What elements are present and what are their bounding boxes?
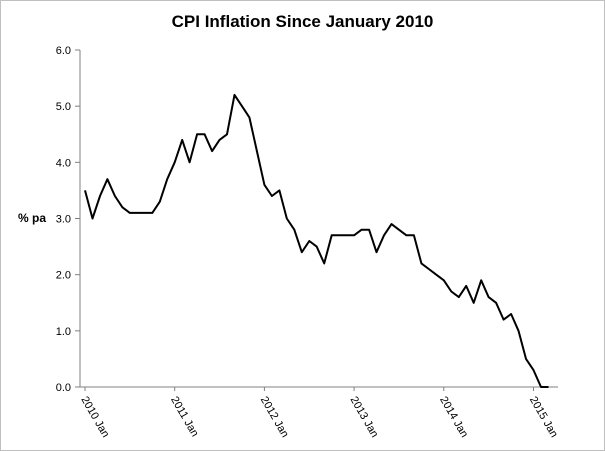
y-tick-label: 6.0: [56, 45, 71, 57]
chart-title: CPI Inflation Since January 2010: [171, 12, 434, 31]
x-tick-label: 2013 Jan: [348, 395, 381, 440]
series-line-cpi: [84, 93, 549, 388]
x-tick-label: 2014 Jan: [437, 395, 470, 440]
x-tick-label: 2012 Jan: [258, 395, 291, 440]
x-tick-label: 2010 Jan: [78, 395, 111, 440]
y-tick-label: 2.0: [56, 270, 71, 282]
x-tick-label: 2011 Jan: [168, 395, 201, 439]
x-tick-label: 2015 Jan: [527, 395, 560, 440]
y-tick-label: 3.0: [56, 214, 71, 226]
y-axis-label: % pa: [18, 211, 46, 225]
y-tick-label: 1.0: [56, 326, 71, 338]
y-tick-label: 0.0: [56, 382, 71, 394]
y-tick-label: 5.0: [56, 101, 71, 113]
y-tick-label: 4.0: [56, 157, 71, 169]
